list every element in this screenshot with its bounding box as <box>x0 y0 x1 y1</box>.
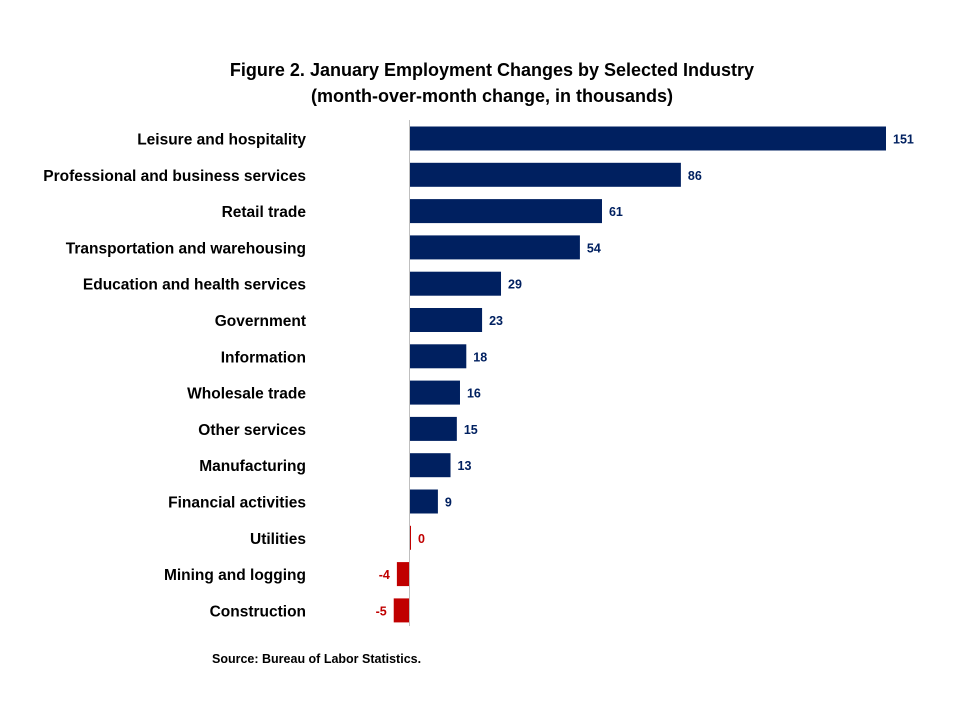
category-label: Mining and logging <box>164 567 306 584</box>
category-label: Government <box>215 313 306 330</box>
bar <box>409 308 483 332</box>
category-label: Wholesale trade <box>187 386 306 403</box>
data-label: 16 <box>467 387 481 401</box>
category-label: Other services <box>198 422 306 439</box>
bar <box>396 562 410 587</box>
data-label: 29 <box>508 278 522 292</box>
bar <box>409 380 460 405</box>
category-label: Leisure and hospitality <box>137 132 306 149</box>
data-label: 15 <box>464 423 478 437</box>
category-label: Utilities <box>250 531 306 548</box>
data-label: 18 <box>473 350 487 364</box>
bar <box>409 162 681 187</box>
data-label: 86 <box>688 169 702 183</box>
category-label: Transportation and warehousing <box>66 240 306 257</box>
bar <box>409 416 457 441</box>
category-label: Financial activities <box>168 495 306 512</box>
data-label: 23 <box>489 314 503 328</box>
data-label: 13 <box>458 459 472 473</box>
bar <box>409 489 438 514</box>
data-label: -4 <box>379 568 390 582</box>
bar <box>409 235 580 260</box>
chart-title-block: Figure 2. January Employment Changes by … <box>0 57 960 109</box>
chart-subtitle: (month-over-month change, in thousands) <box>311 86 673 106</box>
bar <box>393 598 410 623</box>
category-label: Manufacturing <box>199 458 306 475</box>
category-label: Professional and business services <box>43 168 306 185</box>
data-label: -5 <box>376 604 387 618</box>
bar <box>409 344 467 369</box>
bar <box>409 271 502 296</box>
category-label: Retail trade <box>222 204 307 221</box>
data-label: 0 <box>418 532 425 546</box>
data-label: 9 <box>445 496 452 510</box>
bar <box>409 525 411 550</box>
category-label: Information <box>221 349 306 366</box>
source-note: Source: Bureau of Labor Statistics. <box>212 652 422 666</box>
data-label: 151 <box>893 133 914 147</box>
bar <box>409 199 602 224</box>
bar <box>409 126 886 151</box>
data-label: 54 <box>587 241 601 255</box>
bar <box>409 453 451 478</box>
data-label: 61 <box>609 205 623 219</box>
chart-title: Figure 2. January Employment Changes by … <box>229 60 755 80</box>
category-label: Construction <box>210 603 306 620</box>
category-label: Education and health services <box>83 277 306 294</box>
